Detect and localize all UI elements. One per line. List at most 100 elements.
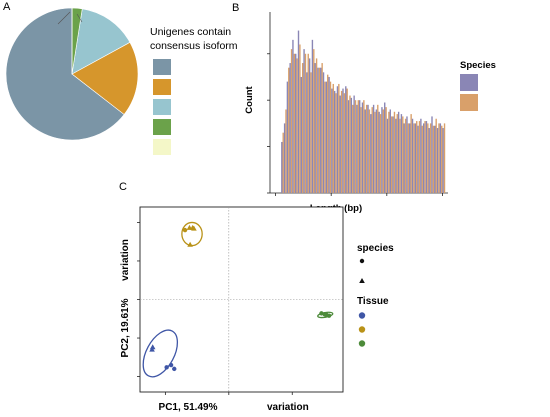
histogram-bar [293, 53, 296, 193]
histogram-bar [429, 123, 432, 193]
histogram-bar [390, 116, 393, 193]
pca-point [164, 365, 169, 370]
pca-point [168, 362, 174, 368]
pie-slice [5, 7, 125, 141]
pca-point [326, 313, 332, 318]
pca-point [191, 225, 197, 231]
pie-slice [71, 41, 139, 115]
pca-legend-tissue-marker [358, 340, 366, 347]
histogram-bar [324, 81, 326, 193]
histogram-bar [310, 72, 312, 193]
pca-legend-species-marker [359, 278, 365, 283]
histogram-bar [425, 121, 428, 193]
histogram-bar [289, 63, 291, 193]
histogram-bar [321, 63, 323, 193]
panel-label-a: A [3, 1, 11, 13]
pie-slice-labels [57, 11, 83, 25]
histogram-bar [432, 125, 435, 193]
histogram-bar [404, 118, 407, 193]
panel-label-b: B [232, 2, 239, 14]
histogram-bar [306, 72, 308, 193]
histogram-bar [299, 44, 301, 193]
histogram-bar [304, 53, 307, 193]
histogram-bar [331, 88, 333, 193]
histogram-bar [320, 67, 322, 193]
histogram-bar [353, 95, 355, 193]
histogram-bar [290, 49, 293, 193]
histogram-bar [385, 107, 387, 193]
histogram-bar [420, 118, 422, 193]
histogram-bar [329, 81, 332, 193]
histogram-bar [375, 109, 378, 193]
histogram-bar [379, 114, 382, 193]
pie-leader-line [76, 13, 83, 23]
histogram-bar [335, 93, 337, 193]
pca-y-axis-label: PC2, 19.61% [120, 298, 131, 357]
pca-plot [137, 206, 344, 395]
histogram-bar [389, 109, 391, 193]
pca-point [182, 227, 188, 233]
histogram-bar [345, 86, 347, 193]
histogram-bar [295, 53, 297, 193]
histogram-bar [428, 128, 430, 193]
histogram-bar [292, 39, 294, 193]
histogram-bar [372, 104, 375, 193]
pie-legend: Unigenes contain consensus isoform [150, 26, 238, 155]
histogram-bar [410, 114, 412, 193]
histogram-bar [416, 121, 418, 193]
histogram-bar [347, 100, 350, 193]
pca-point [187, 241, 193, 247]
histogram-bar [322, 72, 325, 193]
histogram-bar [317, 67, 319, 193]
histogram-bar [296, 58, 298, 193]
histogram-bar [421, 125, 423, 193]
pie-leader-line [57, 11, 71, 25]
histogram-bar [406, 116, 408, 193]
pie-legend-swatch [153, 79, 171, 95]
histogram-bar [318, 67, 321, 193]
histogram-bar [300, 76, 302, 193]
pie-legend-swatch [153, 59, 171, 75]
pca-x-axis-label: PC1, 51.49% [159, 402, 218, 413]
histogram-bar [346, 88, 348, 193]
pie-legend-swatch [153, 139, 171, 155]
histogram-bar [442, 128, 444, 193]
histogram-bar [340, 90, 343, 193]
histogram-bar [443, 123, 446, 193]
histogram-bar [349, 95, 351, 193]
histogram-bar [282, 132, 284, 193]
histogram-bar [427, 123, 429, 193]
panel-label-c: C [119, 181, 127, 193]
histogram-bar [400, 114, 403, 193]
histogram-bar [409, 123, 411, 193]
histogram-bar [402, 116, 404, 193]
histogram-bar [332, 83, 334, 193]
histogram-legend-title: Species [460, 60, 496, 71]
histogram-bar [356, 104, 358, 193]
histogram-bar [360, 107, 362, 193]
histogram-bar [288, 67, 290, 193]
histogram-bar [439, 123, 442, 193]
histogram-bar [374, 111, 376, 193]
histogram-bar [436, 128, 439, 193]
pca-point [149, 346, 155, 352]
pca-x-axis-label-extra: variation [267, 402, 309, 413]
histogram-bar [441, 125, 443, 193]
pie-legend-title-line-1: Unigenes contain [150, 26, 231, 38]
histogram-bar [438, 123, 440, 193]
histogram-bar [313, 49, 315, 193]
histogram-bar [357, 100, 359, 193]
histogram-legend: Species [460, 60, 496, 111]
histogram-bar [339, 95, 341, 193]
histogram-bar [314, 63, 316, 193]
histogram-bar [285, 109, 287, 193]
histogram-bar [343, 93, 346, 193]
histogram-bar [399, 118, 401, 193]
histogram-bar [417, 125, 419, 193]
histogram-bar [371, 107, 373, 193]
pca-point [172, 366, 177, 372]
histogram-bars [281, 30, 446, 194]
histogram-bar [352, 104, 354, 193]
histogram-bar [407, 123, 410, 193]
